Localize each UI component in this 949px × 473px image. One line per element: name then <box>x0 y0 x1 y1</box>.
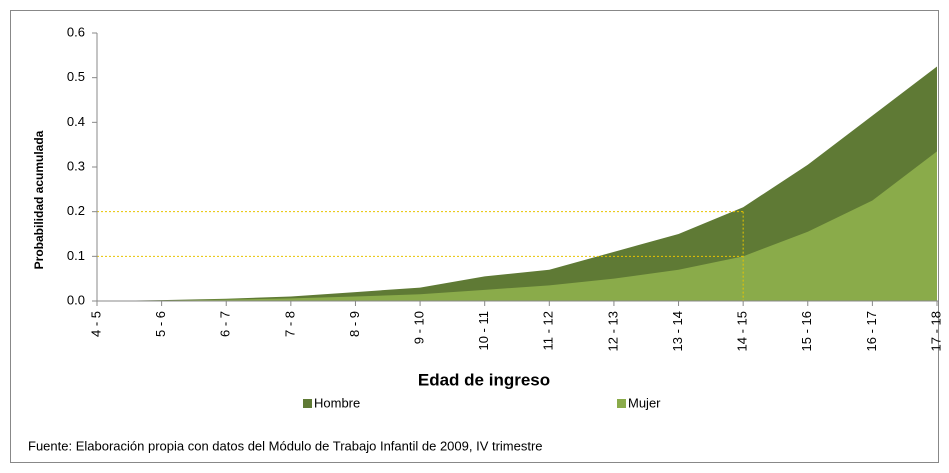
source: Fuente: Elaboración propia con datos del… <box>28 438 543 453</box>
legend-swatch <box>617 399 626 408</box>
y-tick-label: 0.1 <box>67 248 85 263</box>
x-tick-label: 14 - 15 <box>735 311 750 351</box>
x-tick-label: 8 - 9 <box>347 311 362 337</box>
x-tick-label: 5 - 6 <box>153 311 168 337</box>
legend-swatch <box>303 399 312 408</box>
legend-label: Hombre <box>314 395 360 410</box>
x-tick-label: 9 - 10 <box>412 311 427 344</box>
x-tick-label: 6 - 7 <box>218 311 233 337</box>
x-tick-label: 10 - 11 <box>476 311 491 351</box>
x-tick-label: 11 - 12 <box>541 311 556 351</box>
area <box>97 151 937 301</box>
x-tick-label: 4 - 5 <box>88 311 103 337</box>
x-tick-label: 12 - 13 <box>605 311 620 351</box>
y-tick-label: 0.0 <box>67 292 85 307</box>
x-tick-label: 17 - 18 <box>928 311 943 351</box>
x-tick-label: 7 - 8 <box>282 311 297 337</box>
legend-label: Mujer <box>628 395 661 410</box>
y-tick-label: 0.5 <box>67 69 85 84</box>
y-tick-label: 0.6 <box>67 24 85 39</box>
y-tick-label: 0.4 <box>67 114 85 129</box>
y-tick-label: 0.3 <box>67 158 85 173</box>
x-tick-label: 16 - 17 <box>864 311 879 351</box>
x-tick-label: 15 - 16 <box>799 311 814 351</box>
area <box>97 66 937 301</box>
y-axis-title: Probabilidad acumulada <box>32 130 46 269</box>
x-axis-title: Edad de ingreso <box>418 370 550 389</box>
y-tick-label: 0.2 <box>67 203 85 218</box>
x-tick-label: 13 - 14 <box>670 311 685 351</box>
